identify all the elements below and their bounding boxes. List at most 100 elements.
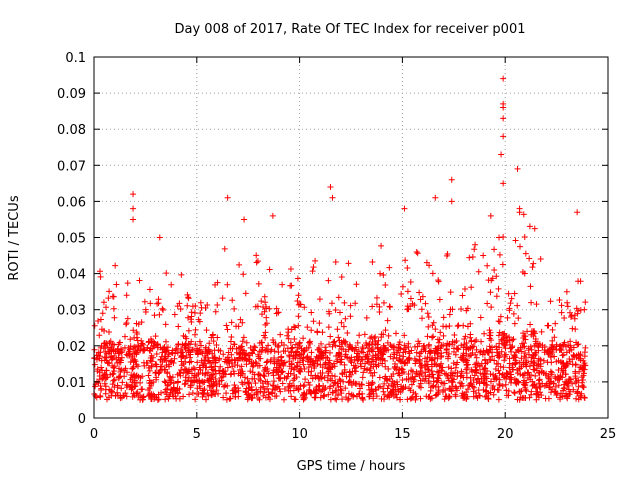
data-point [309, 375, 316, 382]
data-point [388, 373, 395, 380]
data-point [214, 334, 221, 341]
data-point [537, 256, 544, 263]
data-point [548, 389, 555, 396]
data-point [373, 393, 380, 400]
data-point [453, 385, 460, 392]
data-point [521, 234, 528, 241]
data-point [451, 339, 458, 346]
data-point [106, 288, 113, 295]
data-point [413, 248, 420, 255]
data-point [254, 303, 261, 310]
data-point [304, 353, 311, 360]
data-point [255, 371, 262, 378]
data-point [121, 333, 128, 340]
data-point [347, 378, 354, 385]
data-point [555, 357, 562, 364]
data-point [579, 365, 586, 372]
data-point [266, 396, 273, 403]
data-point [98, 385, 105, 392]
data-point [261, 293, 268, 300]
data-point [368, 386, 375, 393]
data-point [266, 305, 273, 312]
data-point [539, 342, 546, 349]
data-point [401, 359, 408, 366]
data-point [360, 369, 367, 376]
data-point [209, 391, 216, 398]
data-point [103, 304, 110, 311]
data-point [240, 334, 247, 341]
data-point [231, 305, 238, 312]
data-point [413, 349, 420, 356]
data-point [511, 389, 518, 396]
data-point [424, 366, 431, 373]
data-point [408, 367, 415, 374]
data-point [576, 364, 583, 371]
data-point [284, 345, 291, 352]
data-point [130, 191, 137, 198]
data-point [381, 380, 388, 387]
data-point [109, 293, 116, 300]
data-point [219, 368, 226, 375]
data-point [270, 382, 277, 389]
data-point [545, 322, 552, 329]
data-point [107, 338, 114, 345]
data-point [489, 275, 496, 282]
data-point [482, 365, 489, 372]
data-point [464, 386, 471, 393]
data-point [473, 392, 480, 399]
data-point [319, 369, 326, 376]
data-point [274, 344, 281, 351]
data-point [417, 350, 424, 357]
data-point [491, 357, 498, 364]
data-point [123, 381, 130, 388]
data-point [142, 308, 149, 315]
data-point [185, 344, 192, 351]
data-point [502, 351, 509, 358]
data-point [522, 350, 529, 357]
data-point [452, 364, 459, 371]
data-point [186, 359, 193, 366]
data-point [463, 395, 470, 402]
data-point [466, 254, 473, 261]
data-point [367, 365, 374, 372]
data-point [103, 367, 110, 374]
data-point [293, 385, 300, 392]
data-point [330, 382, 337, 389]
data-point [455, 346, 462, 353]
data-point [532, 384, 539, 391]
data-point [497, 313, 504, 320]
data-point [504, 370, 511, 377]
data-point [510, 310, 517, 317]
data-point [387, 389, 394, 396]
data-point [146, 286, 153, 293]
data-point [181, 381, 188, 388]
data-point [175, 340, 182, 347]
data-point [156, 234, 163, 241]
data-point [175, 378, 182, 385]
data-point [264, 358, 271, 365]
x-tick-label: 25 [600, 427, 617, 442]
data-point [533, 301, 540, 308]
data-point [419, 315, 426, 322]
data-point [512, 379, 519, 386]
data-point [158, 389, 165, 396]
data-point [306, 339, 313, 346]
data-point [155, 396, 162, 403]
data-point [288, 393, 295, 400]
data-point [262, 394, 269, 401]
data-point [214, 301, 221, 308]
data-point [477, 314, 484, 321]
data-point [348, 382, 355, 389]
data-point [416, 289, 423, 296]
data-point [103, 374, 110, 381]
data-point [568, 312, 575, 319]
data-point [252, 344, 259, 351]
data-point [531, 381, 538, 388]
data-point [435, 278, 442, 285]
data-point [501, 357, 508, 364]
data-point [265, 381, 272, 388]
data-point [493, 273, 500, 280]
data-point [435, 383, 442, 390]
data-point [169, 390, 176, 397]
data-point [479, 351, 486, 358]
